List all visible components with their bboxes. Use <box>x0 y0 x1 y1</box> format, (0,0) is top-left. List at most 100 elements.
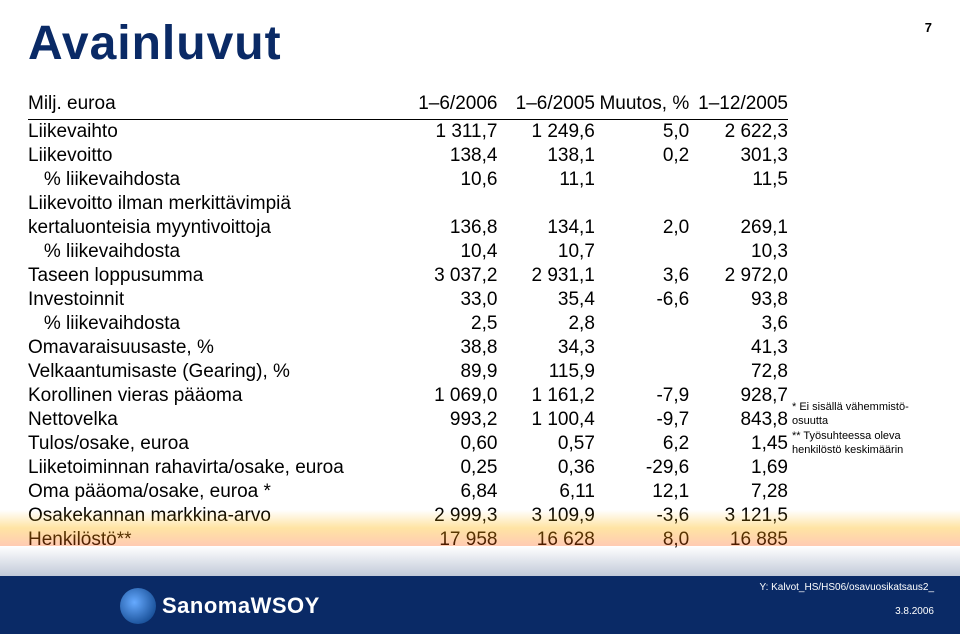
row-value: 1 311,7 <box>400 120 497 144</box>
row-value <box>400 192 497 216</box>
table-row: Velkaantumisaste (Gearing), %89,9115,972… <box>28 360 788 384</box>
table-row: Liiketoiminnan rahavirta/osake, euroa0,2… <box>28 456 788 480</box>
logo-text: SanomaWSOY <box>162 593 320 619</box>
row-value: 2 931,1 <box>497 264 594 288</box>
row-value: 138,1 <box>497 144 594 168</box>
col-header-label: Milj. euroa <box>28 92 400 120</box>
row-value: 0,60 <box>400 432 497 456</box>
table-row: kertaluonteisia myyntivoittoja136,8134,1… <box>28 216 788 240</box>
col-header-d: 1–12/2005 <box>689 92 788 120</box>
row-value: 6,11 <box>497 480 594 504</box>
row-value: 1 100,4 <box>497 408 594 432</box>
row-value: 0,36 <box>497 456 594 480</box>
row-value: 10,6 <box>400 168 497 192</box>
gradient-bottom <box>0 546 960 576</box>
row-value: 6,84 <box>400 480 497 504</box>
data-table: Milj. euroa 1–6/2006 1–6/2005 Muutos, % … <box>28 92 788 552</box>
row-value: 115,9 <box>497 360 594 384</box>
row-value: 2,0 <box>595 216 689 240</box>
row-value: 2 972,0 <box>689 264 788 288</box>
table-row: Liikevoitto138,4138,10,2301,3 <box>28 144 788 168</box>
row-value: 35,4 <box>497 288 594 312</box>
row-value: -9,7 <box>595 408 689 432</box>
row-label: Korollinen vieras pääoma <box>28 384 400 408</box>
footnotes: * Ei sisällä vähemmistö-osuutta ** Työsu… <box>792 400 932 457</box>
row-value: 34,3 <box>497 336 594 360</box>
table-row: Tulos/osake, euroa0,600,576,21,45 <box>28 432 788 456</box>
row-value: 41,3 <box>689 336 788 360</box>
footer-bar: SanomaWSOY Y: Kalvot_HS/HS06/osavuosikat… <box>0 576 960 634</box>
row-value: 2,8 <box>497 312 594 336</box>
col-header-a: 1–6/2006 <box>400 92 497 120</box>
row-value: 10,7 <box>497 240 594 264</box>
row-value: 0,57 <box>497 432 594 456</box>
row-value: 2 622,3 <box>689 120 788 144</box>
gradient-accent <box>0 510 960 546</box>
row-value: 134,1 <box>497 216 594 240</box>
row-value: 1 069,0 <box>400 384 497 408</box>
row-value: 269,1 <box>689 216 788 240</box>
table-row: Omavaraisuusaste, %38,834,3 41,3 <box>28 336 788 360</box>
row-label: Liikevaihto <box>28 120 400 144</box>
row-value: 993,2 <box>400 408 497 432</box>
row-value: 138,4 <box>400 144 497 168</box>
slide-page: 7 Avainluvut Milj. euroa 1–6/2006 1–6/20… <box>0 0 960 634</box>
key-figures-table: Milj. euroa 1–6/2006 1–6/2005 Muutos, % … <box>28 92 788 552</box>
row-value: 6,2 <box>595 432 689 456</box>
col-header-b: 1–6/2005 <box>497 92 594 120</box>
row-value: 843,8 <box>689 408 788 432</box>
row-value: 3 037,2 <box>400 264 497 288</box>
row-value: 11,5 <box>689 168 788 192</box>
table-row: Liikevoitto ilman merkittävimpiä <box>28 192 788 216</box>
row-value: -29,6 <box>595 456 689 480</box>
row-value: 38,8 <box>400 336 497 360</box>
row-value: -7,9 <box>595 384 689 408</box>
row-label: Tulos/osake, euroa <box>28 432 400 456</box>
table-row: Liikevaihto1 311,71 249,65,02 622,3 <box>28 120 788 144</box>
table-row: Taseen loppusumma3 037,22 931,13,62 972,… <box>28 264 788 288</box>
table-row: Investoinnit33,035,4-6,693,8 <box>28 288 788 312</box>
table-row: % liikevaihdosta10,611,111,5 <box>28 168 788 192</box>
row-value: 3,6 <box>595 264 689 288</box>
row-value: 1 161,2 <box>497 384 594 408</box>
row-value: 1,45 <box>689 432 788 456</box>
col-header-c: Muutos, % <box>595 92 689 120</box>
row-label: Nettovelka <box>28 408 400 432</box>
row-label: % liikevaihdosta <box>28 240 400 264</box>
row-value: 0,2 <box>595 144 689 168</box>
row-value: 10,4 <box>400 240 497 264</box>
row-label: Omavaraisuusaste, % <box>28 336 400 360</box>
row-value <box>689 192 788 216</box>
row-value <box>595 312 689 336</box>
row-label: Velkaantumisaste (Gearing), % <box>28 360 400 384</box>
row-value: -6,6 <box>595 288 689 312</box>
row-value: 928,7 <box>689 384 788 408</box>
row-value: 136,8 <box>400 216 497 240</box>
row-value <box>595 360 689 384</box>
row-label: % liikevaihdosta <box>28 168 400 192</box>
row-value: 1 249,6 <box>497 120 594 144</box>
row-value: 93,8 <box>689 288 788 312</box>
row-value <box>497 192 594 216</box>
table-row: Korollinen vieras pääoma1 069,01 161,2-7… <box>28 384 788 408</box>
row-value: 0,25 <box>400 456 497 480</box>
row-value: 89,9 <box>400 360 497 384</box>
footnote-1: * Ei sisällä vähemmistö-osuutta <box>792 400 932 429</box>
footer-meta: Y: Kalvot_HS/HS06/osavuosikatsaus2_ 3.8.… <box>759 576 934 624</box>
row-label: Oma pääoma/osake, euroa * <box>28 480 400 504</box>
row-label: Taseen loppusumma <box>28 264 400 288</box>
row-label: Liikevoitto ilman merkittävimpiä <box>28 192 400 216</box>
row-value <box>595 192 689 216</box>
page-number: 7 <box>925 20 932 35</box>
footnote-2: ** Työsuhteessa oleva henkilöstö keskimä… <box>792 429 932 458</box>
row-value: 1,69 <box>689 456 788 480</box>
table-row: % liikevaihdosta10,410,710,3 <box>28 240 788 264</box>
row-value <box>595 240 689 264</box>
logo-globe-icon <box>120 588 156 624</box>
table-row: Oma pääoma/osake, euroa *6,846,1112,17,2… <box>28 480 788 504</box>
table-row: % liikevaihdosta2,52,83,6 <box>28 312 788 336</box>
row-value: 7,28 <box>689 480 788 504</box>
row-label: Investoinnit <box>28 288 400 312</box>
row-value: 33,0 <box>400 288 497 312</box>
row-value <box>595 168 689 192</box>
